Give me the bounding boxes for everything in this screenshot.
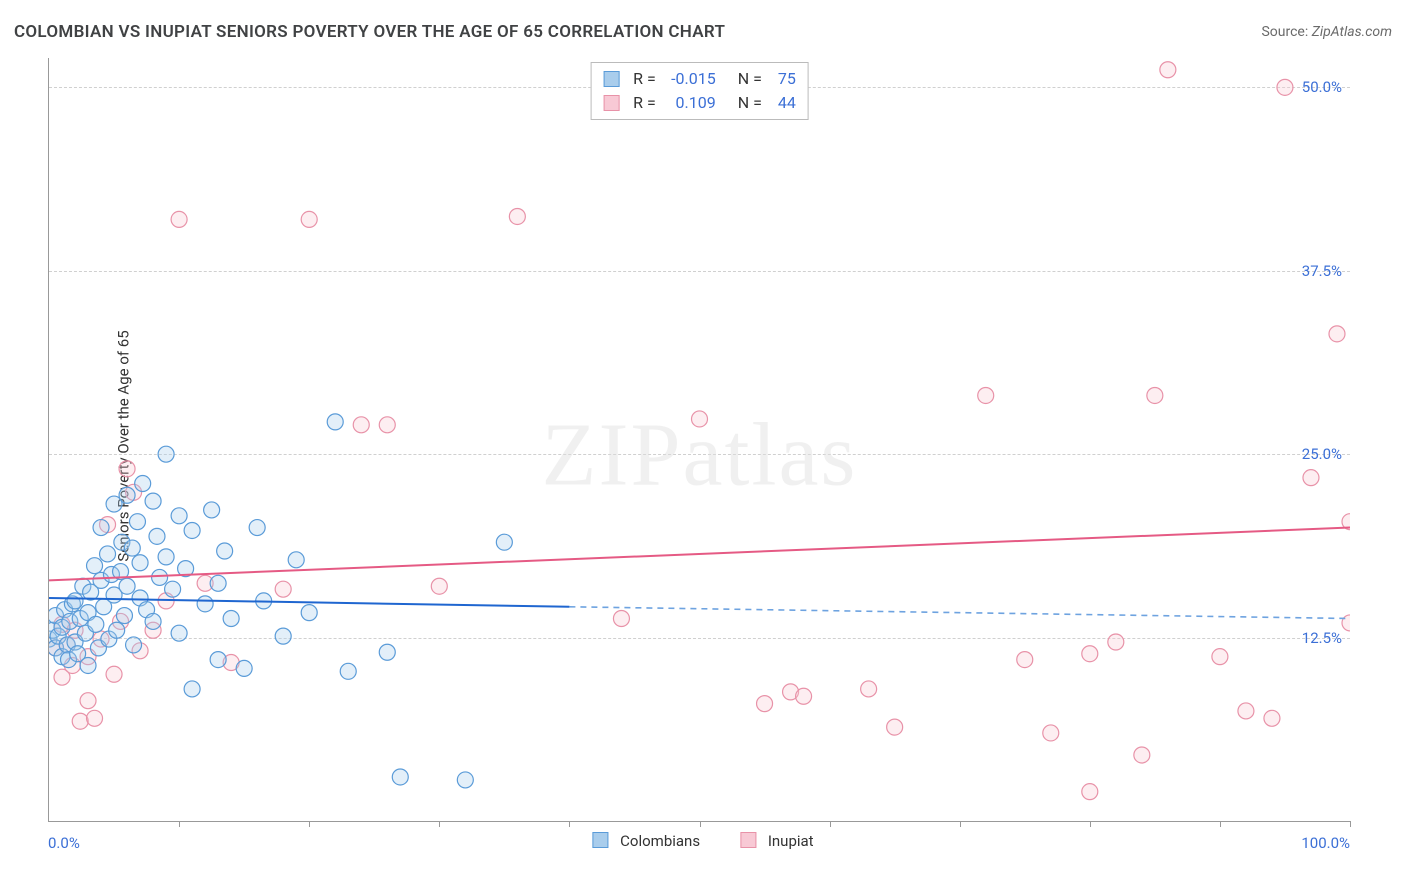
- x-tick: [1220, 821, 1221, 827]
- r-label: R =: [633, 91, 656, 115]
- r-label: R =: [633, 67, 656, 91]
- series-legend: Colombians Inupiat: [592, 832, 813, 850]
- source-label: Source:: [1261, 24, 1308, 40]
- trend-line-layer: [49, 58, 1350, 821]
- r-value-b: 0.109: [662, 91, 716, 115]
- trend-line: [569, 607, 1350, 619]
- r-value-a: -0.015: [662, 67, 716, 91]
- n-value-a: 75: [768, 67, 796, 91]
- swatch-b-icon: [603, 95, 619, 111]
- x-tick: [700, 821, 701, 827]
- swatch-b-icon: [740, 832, 756, 848]
- x-tick: [439, 821, 440, 827]
- header-bar: COLOMBIAN VS INUPIAT SENIORS POVERTY OVE…: [14, 22, 1392, 42]
- plot-area: ZIPatlas R = -0.015 N = 75 R = 0.109 N =…: [48, 58, 1350, 822]
- n-label: N =: [738, 67, 762, 91]
- x-tick: [960, 821, 961, 827]
- legend-label-b: Inupiat: [768, 832, 814, 850]
- chart-title: COLOMBIAN VS INUPIAT SENIORS POVERTY OVE…: [14, 22, 725, 42]
- x-tick: [1090, 821, 1091, 827]
- x-axis-min-label: 0.0%: [48, 834, 80, 852]
- legend-label-a: Colombians: [620, 832, 700, 850]
- n-value-b: 44: [768, 91, 796, 115]
- stats-row-a: R = -0.015 N = 75: [603, 67, 796, 91]
- source-attribution: Source: ZipAtlas.com: [1261, 24, 1392, 40]
- swatch-a-icon: [603, 71, 619, 87]
- x-tick: [309, 821, 310, 827]
- x-tick: [830, 821, 831, 827]
- stats-legend: R = -0.015 N = 75 R = 0.109 N = 44: [590, 62, 809, 120]
- x-tick: [569, 821, 570, 827]
- n-label: N =: [738, 91, 762, 115]
- trend-line: [49, 598, 569, 607]
- legend-item-a: Colombians: [592, 832, 700, 850]
- stats-row-b: R = 0.109 N = 44: [603, 91, 796, 115]
- swatch-a-icon: [592, 832, 608, 848]
- x-tick: [179, 821, 180, 827]
- trend-line: [49, 528, 1350, 581]
- x-axis-max-label: 100.0%: [1301, 834, 1350, 852]
- source-value: ZipAtlas.com: [1312, 24, 1392, 40]
- x-tick: [1350, 821, 1351, 827]
- legend-item-b: Inupiat: [740, 832, 814, 850]
